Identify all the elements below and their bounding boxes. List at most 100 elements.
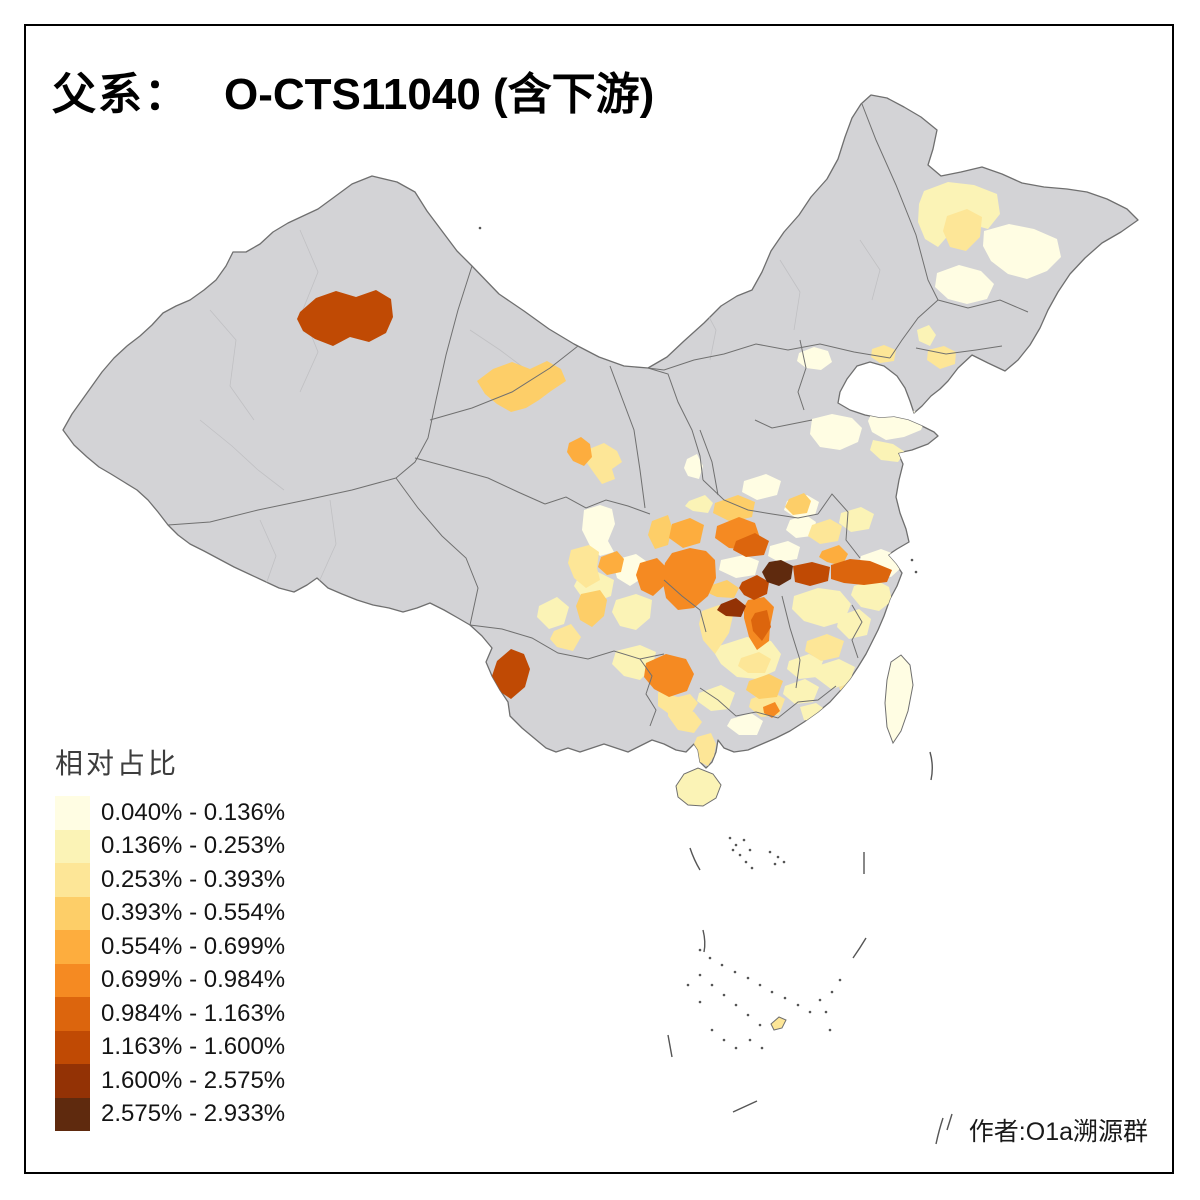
legend-swatch bbox=[55, 896, 90, 930]
sea-islet-dot bbox=[746, 976, 750, 980]
province-line bbox=[797, 339, 807, 411]
map-region bbox=[746, 674, 783, 699]
sea-islet-dot bbox=[768, 850, 772, 854]
sea-islet-dot bbox=[708, 956, 712, 960]
sea-islet-dot bbox=[722, 993, 726, 997]
map-region bbox=[733, 533, 769, 557]
map-region bbox=[576, 590, 607, 627]
province-line bbox=[851, 604, 863, 659]
map-region bbox=[706, 580, 739, 598]
province-line bbox=[647, 367, 704, 481]
map-region bbox=[694, 733, 716, 766]
prefecture-line bbox=[859, 239, 881, 301]
map-region bbox=[793, 562, 830, 586]
legend-entry: 0.136% - 0.253% bbox=[55, 829, 286, 863]
province-line bbox=[699, 429, 719, 496]
sea-islet-dot bbox=[824, 1010, 828, 1014]
sea-islet-dot bbox=[720, 963, 724, 967]
map-region bbox=[787, 654, 823, 679]
map-region bbox=[697, 685, 735, 711]
legend-swatch bbox=[55, 963, 90, 997]
sea-dash bbox=[852, 937, 867, 959]
province-line bbox=[469, 624, 665, 660]
sea-islet-dot bbox=[782, 860, 786, 864]
province-line bbox=[889, 299, 939, 359]
sea-islet-dot bbox=[731, 848, 735, 852]
legend-entry: 1.163% - 1.600% bbox=[55, 1030, 286, 1064]
map-region bbox=[808, 519, 842, 544]
legend-swatch bbox=[55, 796, 90, 830]
legend-title: 相对占比 bbox=[55, 748, 180, 779]
sea-islet-dot bbox=[728, 836, 732, 840]
sea-island-dots bbox=[478, 226, 918, 1050]
sea-islet-dot bbox=[773, 862, 777, 866]
sea-islet-dot bbox=[758, 1023, 762, 1027]
legend-entry: 1.600% - 2.575% bbox=[55, 1064, 285, 1098]
legend-range-label: 0.253% - 0.393% bbox=[101, 865, 286, 893]
prefecture-line bbox=[317, 499, 337, 585]
sea-islet-dot bbox=[698, 973, 702, 977]
sea-islet-dot bbox=[686, 983, 690, 987]
sea-dash bbox=[689, 847, 701, 871]
prefecture-line bbox=[199, 419, 285, 491]
map-region bbox=[751, 610, 771, 641]
map-region bbox=[831, 559, 892, 585]
map-region bbox=[870, 440, 905, 462]
sea-islet-dot bbox=[838, 978, 842, 982]
prefecture-line bbox=[469, 329, 525, 369]
legend-entry: 2.575% - 2.933% bbox=[55, 1097, 286, 1131]
map-region bbox=[636, 558, 666, 596]
province-line bbox=[639, 658, 657, 727]
map-region bbox=[685, 495, 713, 513]
sea-islet-dot bbox=[776, 855, 780, 859]
legend-range-label: 1.163% - 1.600% bbox=[101, 1033, 286, 1061]
sea-islet-dot bbox=[734, 843, 738, 847]
sea-islet-dot bbox=[744, 860, 748, 864]
attribution-text: 作者:O1a溯源群 bbox=[968, 1118, 1148, 1146]
map-region bbox=[943, 209, 982, 251]
legend-entry: 0.253% - 0.393% bbox=[55, 863, 285, 897]
sea-islet-dot bbox=[698, 1000, 702, 1004]
sea-dash bbox=[667, 1034, 673, 1058]
islands bbox=[675, 654, 914, 1031]
map-region bbox=[762, 560, 793, 586]
map-region bbox=[917, 325, 936, 346]
legend-swatch bbox=[55, 1030, 90, 1064]
legend: 相对占比 0.040% - 0.136% 0.136% - 0.253% 0.253… bbox=[55, 742, 285, 1131]
province-line bbox=[429, 345, 579, 421]
province-line bbox=[544, 496, 651, 515]
map-region bbox=[935, 265, 994, 304]
sea-islet-dot bbox=[910, 558, 914, 562]
map-region bbox=[587, 443, 622, 484]
map-region bbox=[792, 588, 851, 627]
map-region bbox=[815, 659, 855, 689]
map-region bbox=[810, 414, 862, 450]
sea-islet-dot bbox=[733, 970, 737, 974]
prefecture-line bbox=[259, 519, 277, 591]
sea-islet-dot bbox=[698, 948, 702, 952]
map-region bbox=[739, 575, 769, 600]
sea-dash bbox=[702, 929, 706, 953]
map-region bbox=[537, 597, 569, 629]
map-region bbox=[727, 713, 763, 735]
sea-islet-dot bbox=[750, 866, 754, 870]
legend-range-label: 0.984% - 1.163% bbox=[101, 999, 286, 1027]
map-region bbox=[768, 541, 800, 562]
province-line bbox=[663, 579, 707, 633]
sea-islet-dot bbox=[738, 853, 742, 857]
legend-entry: 0.040% - 0.136% bbox=[55, 796, 285, 830]
sea-islet-dot bbox=[828, 1028, 832, 1032]
sea-islet-dot bbox=[758, 983, 762, 987]
map-region bbox=[851, 579, 892, 611]
prefecture-line bbox=[779, 259, 801, 331]
legend-entry: 0.984% - 1.163% bbox=[55, 997, 285, 1031]
sea-dash bbox=[935, 1117, 944, 1145]
legend-range-label: 2.575% - 2.933% bbox=[101, 1100, 286, 1128]
province-line bbox=[395, 477, 479, 626]
map-region bbox=[805, 634, 844, 661]
map-region bbox=[738, 652, 771, 673]
legend-range-label: 0.136% - 0.253% bbox=[101, 832, 286, 860]
map-region bbox=[713, 495, 755, 522]
sea-dash bbox=[732, 1100, 758, 1113]
